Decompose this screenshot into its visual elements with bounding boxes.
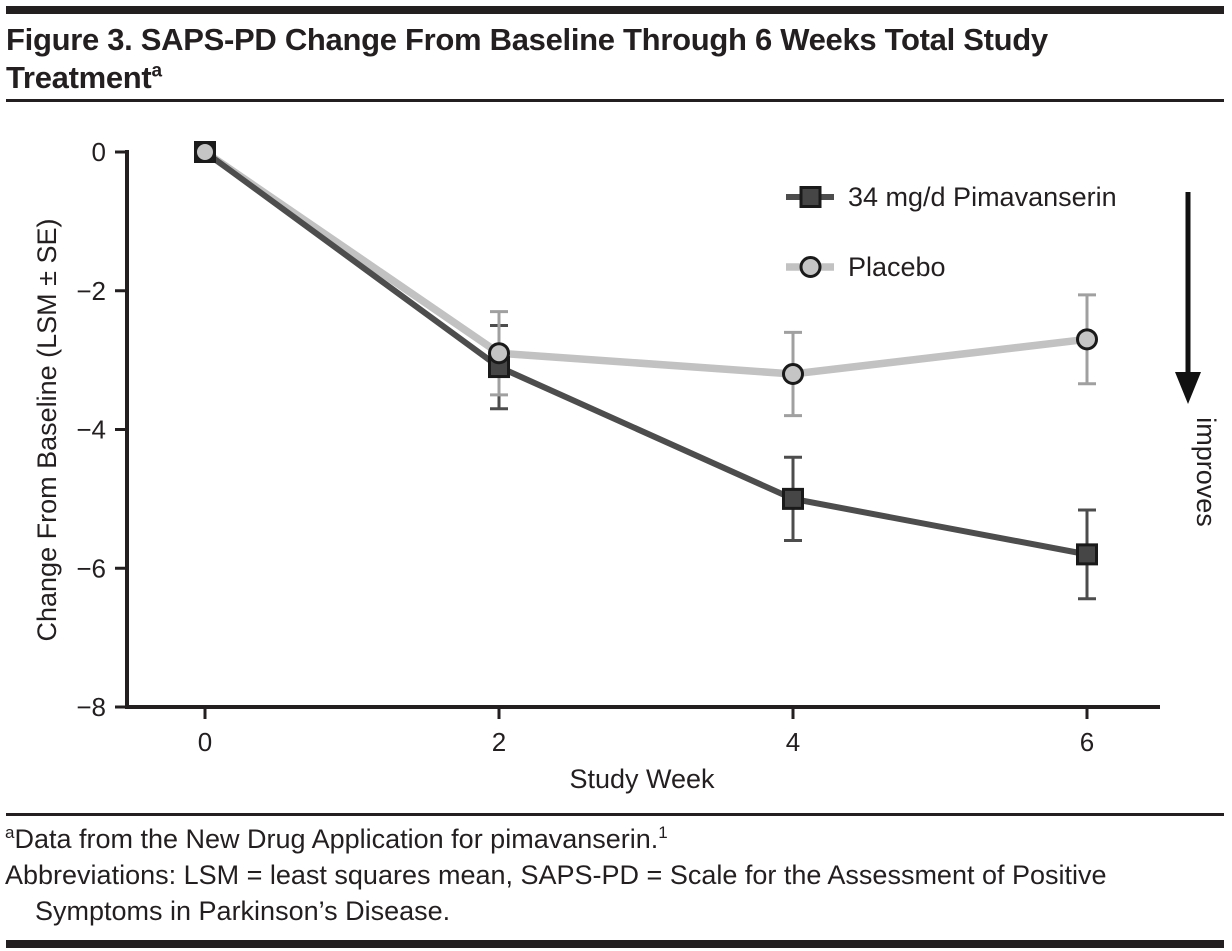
legend-label: 34 mg/d Pimavanserin bbox=[848, 182, 1117, 212]
title-divider-rule bbox=[6, 99, 1224, 102]
x-axis-title: Study Week bbox=[569, 764, 715, 794]
x-tick-label: 0 bbox=[198, 727, 212, 757]
y-tick-label: −6 bbox=[76, 553, 106, 583]
y-tick-label: −4 bbox=[76, 415, 106, 445]
legend-label: Placebo bbox=[848, 252, 946, 282]
figure-title-superscript: a bbox=[151, 60, 162, 82]
placebo-marker bbox=[782, 363, 804, 385]
footnote-abbreviations: Abbreviations: LSM = least squares mean,… bbox=[5, 860, 1107, 890]
placebo-marker bbox=[194, 141, 216, 163]
series-line-placebo bbox=[202, 148, 1088, 378]
bottom-rule-bar bbox=[6, 940, 1224, 948]
footnote-source: aData from the New Drug Application for … bbox=[5, 823, 668, 854]
top-rule-bar bbox=[6, 6, 1224, 14]
x-tick-label: 2 bbox=[492, 727, 506, 757]
pimavanserin-marker bbox=[1076, 543, 1098, 566]
placebo-marker bbox=[1076, 328, 1098, 351]
figure-title: Figure 3. SAPS-PD Change From Baseline T… bbox=[6, 21, 1206, 97]
y-tick-label: 0 bbox=[92, 137, 106, 167]
improves-arrow-head-icon bbox=[1175, 372, 1201, 404]
x-tick-label: 6 bbox=[1080, 727, 1094, 757]
x-tick-label: 4 bbox=[786, 727, 800, 757]
pimavanserin-marker bbox=[782, 487, 804, 510]
footnotes: aData from the New Drug Application for … bbox=[5, 821, 1215, 929]
footnote-source-superscript: a bbox=[5, 823, 15, 842]
y-axis-title: Change From Baseline (LSM ± SE) bbox=[32, 219, 62, 642]
improves-label: improves bbox=[1191, 417, 1221, 527]
figure-title-line1: Figure 3. SAPS-PD Change From Baseline T… bbox=[6, 22, 1048, 57]
figure-title-line2: Treatment bbox=[6, 60, 152, 95]
series-line-pimavanserin bbox=[203, 149, 1088, 558]
placebo-marker bbox=[488, 342, 510, 365]
legend-marker-square bbox=[799, 186, 822, 208]
y-tick-label: −2 bbox=[76, 276, 106, 306]
y-tick-label: −8 bbox=[76, 692, 106, 722]
footnote-reference-superscript: 1 bbox=[658, 823, 668, 842]
legend-marker-circle bbox=[799, 256, 822, 278]
footnote-divider-rule bbox=[6, 813, 1224, 816]
footnote-abbreviations-cont: Symptoms in Parkinson’s Disease. bbox=[35, 896, 451, 926]
